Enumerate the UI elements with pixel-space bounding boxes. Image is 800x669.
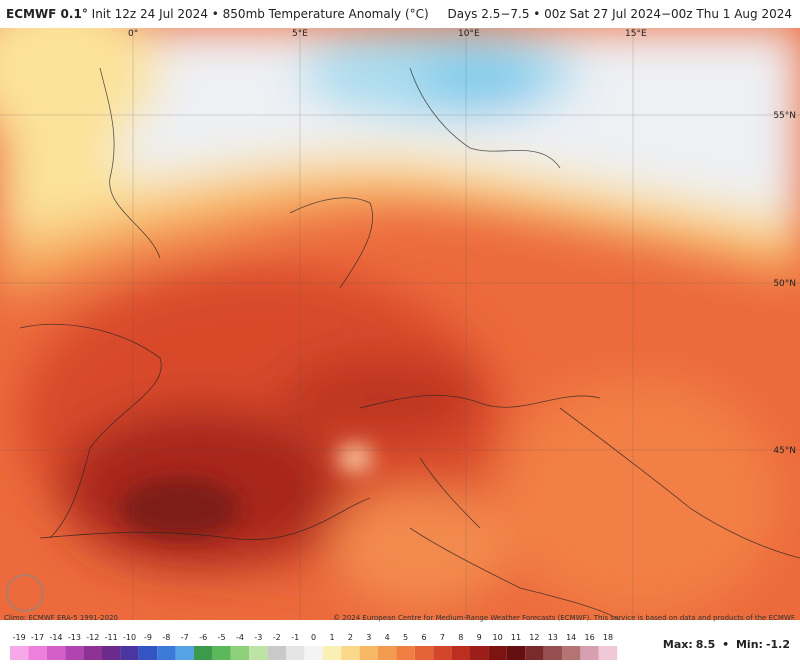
period: Days 2.5−7.5 • 00z Sat 27 Jul 2024−00z T… [447,7,792,21]
colorbar: -19 -17 -14 -13 -12 -11 -10 -9 -8 -7 -6 -5 -4 -3 -2 -1 0… [10,633,618,660]
max-label: Max: [662,638,693,651]
colorbar-label: -11 [105,633,118,642]
colorbar-swatch [138,646,158,660]
colorbar-swatch [83,646,102,660]
colorbar-label: -14 [49,633,62,642]
lon-label: 15°E [625,29,647,39]
min-label: Min: [735,638,763,651]
colorbar-swatch [175,646,194,660]
colorbar-swatch [46,646,66,660]
colorbar-label: -13 [68,633,81,642]
colorbar-swatch [120,646,139,660]
colorbar-label: 5 [403,633,408,642]
colorbar-swatch [322,646,342,660]
description: Init 12z 24 Jul 2024 • 850mb Temperature… [91,7,429,21]
copyright: © 2024 European Centre for Medium-Range … [333,614,796,622]
colorbar-label: 1 [329,633,334,642]
colorbar-label: -12 [86,633,99,642]
colorbar-swatch [157,646,176,660]
colorbar-label: 14 [566,633,576,642]
colorbar-label: 16 [585,633,595,642]
colorbar-swatch [249,646,268,660]
colorbar-swatch [65,646,84,660]
colorbar-swatch [433,646,452,660]
lon-label: 5°E [292,29,308,39]
colorbar-swatch [562,646,581,660]
lat-label: 55°N [773,111,796,121]
model: ECMWF 0.1° [6,7,88,21]
colorbar-label: 0 [311,633,316,642]
lat-label: 50°N [773,279,796,289]
colorbar-label: 9 [477,633,482,642]
colorbar-swatch [451,646,470,660]
colorbar-label: 10 [493,633,503,642]
colorbar-label: -1 [291,633,299,642]
colorbar-swatch [28,646,47,660]
colorbar-swatch [194,646,213,660]
colorbar-label: 6 [421,633,426,642]
colorbar-label: -2 [273,633,281,642]
colorbar-label: -9 [144,633,152,642]
watermark [6,574,44,612]
colorbar-swatch [10,646,29,660]
min: -1.2 [765,638,790,651]
colorbar-label: 11 [511,633,521,642]
colorbar-swatch [267,646,286,660]
colorbar-swatch [286,646,305,660]
colorbar-label: 2 [348,633,353,642]
colorbar-label: 4 [385,633,390,642]
colorbar-label: 12 [529,633,539,642]
climatology: Climo: ECMWF ERA-5 1991-2020 [4,614,118,622]
colorbar-swatch [378,646,397,660]
colorbar-label: -7 [181,633,189,642]
colorbar-swatch [396,646,415,660]
stats: Max: 8.5 • Min: -1.2 [660,638,790,651]
lon-label: 10°E [458,29,480,39]
colorbar-label: -5 [218,633,226,642]
lon-label: 0° [128,29,138,39]
colorbar-swatch [230,646,250,660]
colorbar-label: -8 [162,633,170,642]
separator: • [722,638,730,651]
colorbar-label: -10 [123,633,136,642]
colorbar-swatch [341,646,360,660]
colorbar-swatch [598,646,618,660]
colorbar-label: 3 [366,633,371,642]
colorbar-swatch [470,646,489,660]
header-left: ECMWF 0.1° Init 12z 24 Jul 2024 • 850mb … [6,0,429,28]
colorbar-swatch [543,646,562,660]
colorbar-label: 18 [603,633,613,642]
colorbar-swatch [304,646,323,660]
colorbar-swatch [414,646,434,660]
colorbar-swatch [580,646,599,660]
colorbar-swatch [102,646,121,660]
colorbar-label: -6 [199,633,207,642]
colorbar-label: -17 [31,633,44,642]
lat-label: 45°N [773,446,796,456]
colorbar-swatch [488,646,507,660]
colorbar-label: 7 [440,633,445,642]
colorbar-swatch [212,646,231,660]
colorbar-label: 13 [548,633,558,642]
colorbar-label: 8 [458,633,463,642]
map: 0° 5°E 10°E 15°E 55°N 50°N 45°N [0,28,800,620]
max: 8.5 [695,638,716,651]
colorbar-swatch [506,646,526,660]
colorbar-label: -3 [254,633,262,642]
colorbar-label: -4 [236,633,244,642]
colorbar-swatch [525,646,544,660]
colorbar-label: -19 [13,633,26,642]
colorbar-swatch [359,646,378,660]
